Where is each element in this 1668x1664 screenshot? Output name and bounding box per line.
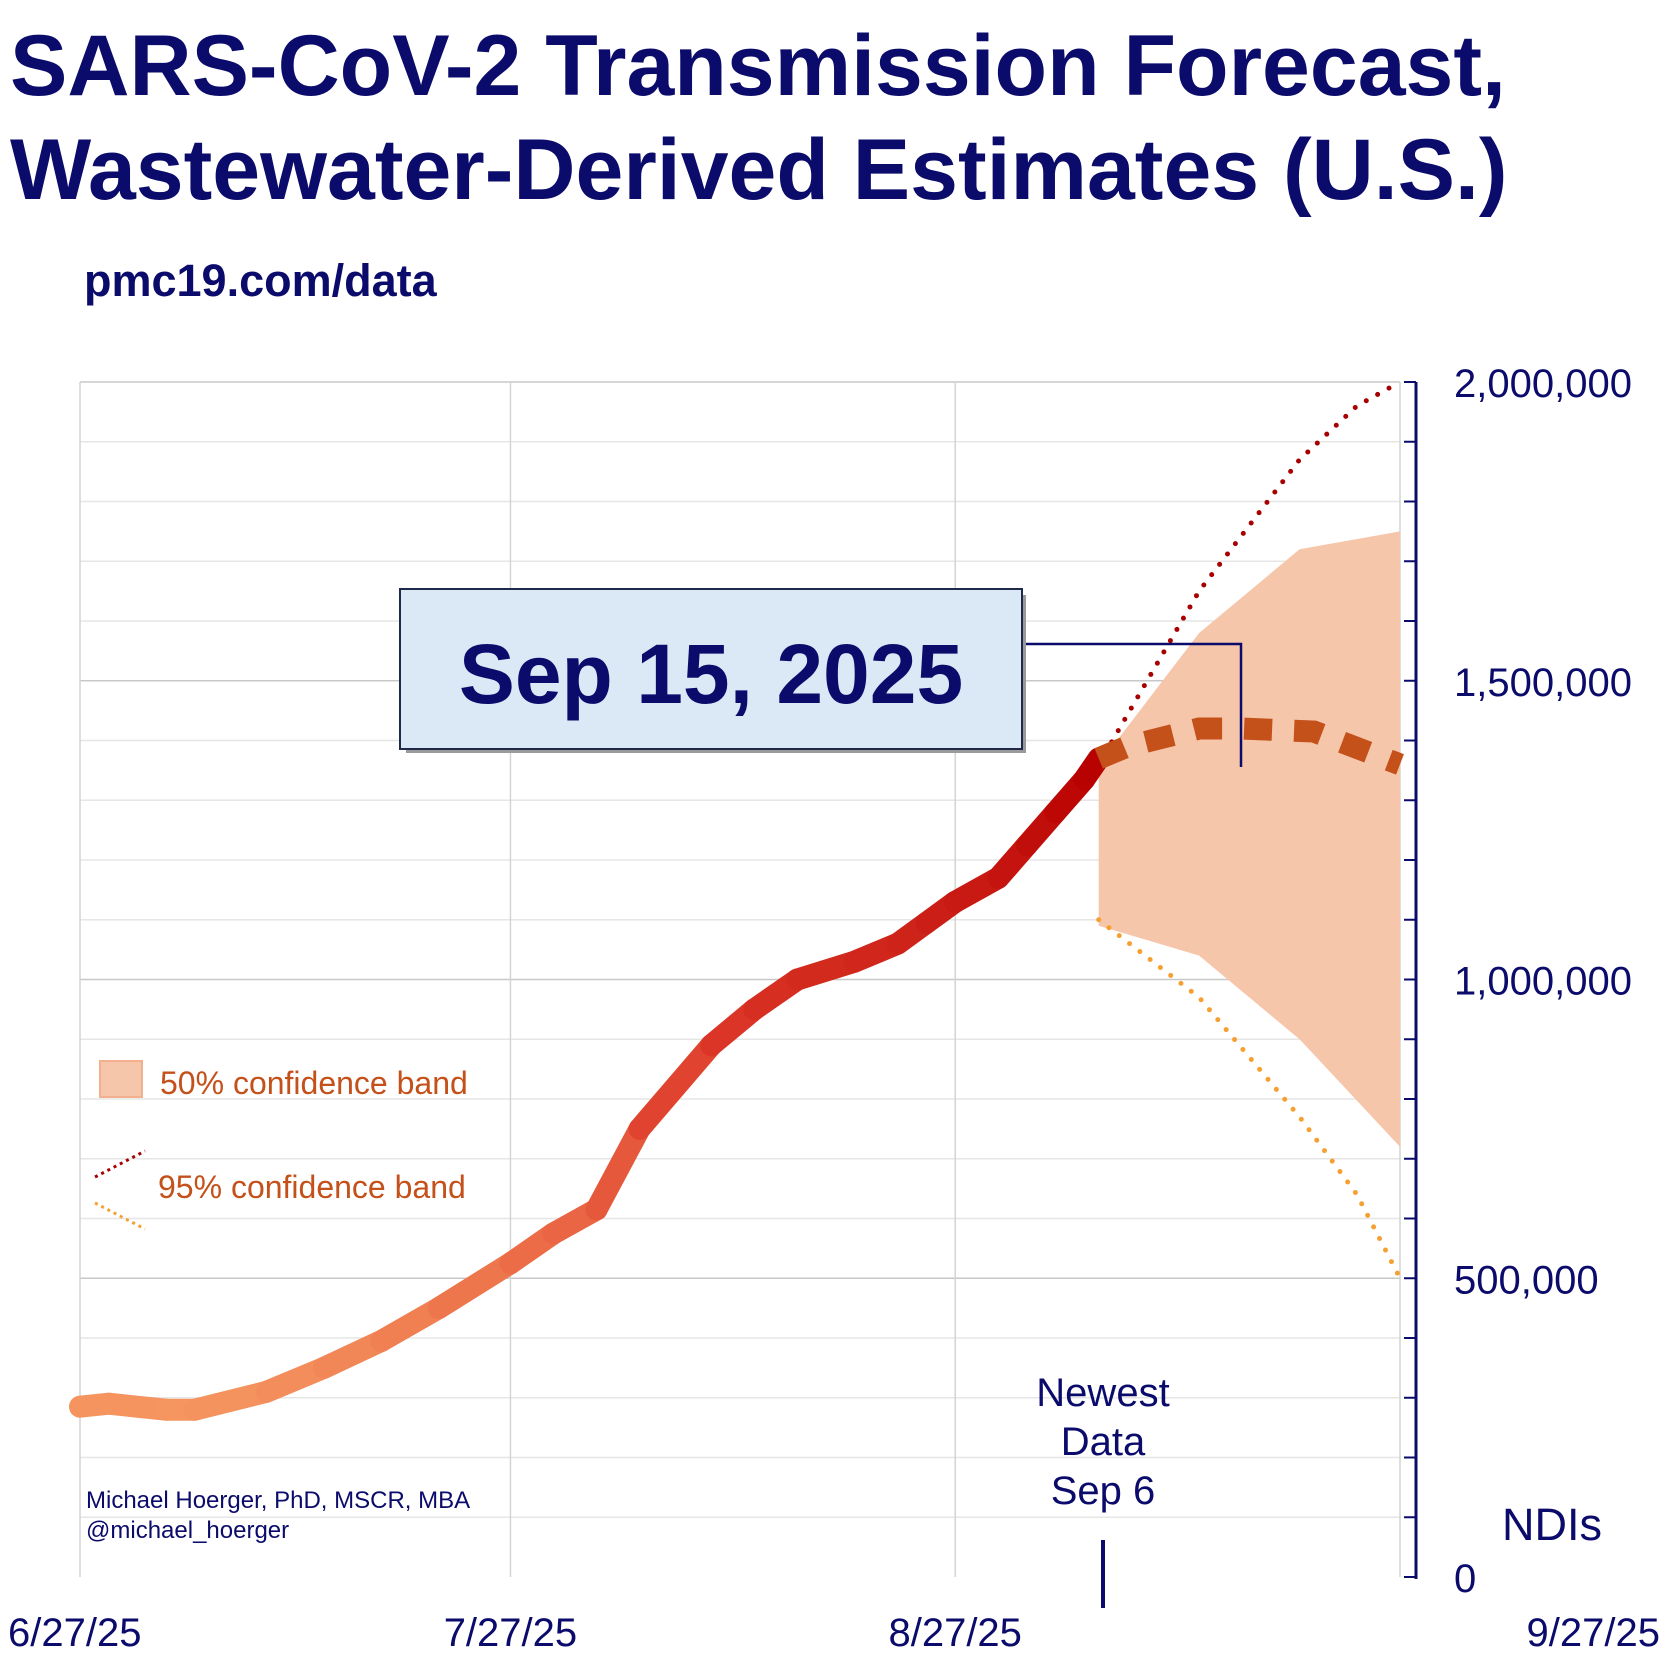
x-axis: 6/27/25 7/27/25 8/27/25 9/27/25 — [8, 1611, 1660, 1655]
legend: 50% confidence band 95% confidence band — [94, 1060, 468, 1231]
newest-data-text: Sep 6 — [1051, 1469, 1156, 1513]
newest-data-annotation: Newest Data Sep 6 — [1036, 1371, 1170, 1608]
chart-title: SARS-CoV-2 Transmission Forecast, Wastew… — [10, 14, 1660, 222]
observed-segment — [628, 1034, 723, 1140]
legend-swatch-95-lower — [94, 1201, 146, 1231]
legend-label-95: 95% confidence band — [158, 1169, 466, 1205]
x-tick-label: 7/27/25 — [444, 1611, 577, 1655]
author-credit: Michael Hoerger, PhD, MSCR, MBA @michael_… — [86, 1487, 470, 1544]
observed-segment — [427, 1252, 522, 1320]
observed-segment — [1073, 747, 1110, 791]
callout-leader — [1023, 642, 1243, 767]
author-credit-line: Michael Hoerger, PhD, MSCR, MBA — [86, 1487, 470, 1514]
y-tick-label: 1,500,000 — [1454, 661, 1632, 705]
observed-segment — [183, 1380, 278, 1421]
observed-series — [69, 747, 1110, 1421]
newest-data-text: Newest — [1036, 1371, 1169, 1415]
y-tick-label: 1,000,000 — [1454, 960, 1632, 1004]
title-line-2: Wastewater-Derived Estimates (U.S.) — [10, 122, 1508, 218]
y-tick-label: 2,000,000 — [1454, 362, 1632, 406]
callout-box — [399, 588, 1023, 750]
y-axis: 0 500,000 1,000,000 1,500,000 2,000,000 NDIs — [1404, 362, 1632, 1601]
callout-text: Sep 15, 2025 — [459, 627, 963, 721]
observed-segment — [585, 1117, 651, 1221]
legend-label-50: 50% confidence band — [160, 1065, 468, 1101]
observed-segment — [370, 1297, 450, 1352]
y-axis-label: NDIs — [1502, 1499, 1602, 1550]
newest-data-text: Data — [1061, 1420, 1146, 1464]
legend-swatch-95-upper — [94, 1149, 146, 1179]
title-line-1: SARS-CoV-2 Transmission Forecast, — [10, 18, 1506, 114]
x-tick-label: 9/27/25 — [1527, 1611, 1660, 1655]
author-credit-line: @michael_hoerger — [86, 1517, 289, 1544]
y-tick-label: 0 — [1454, 1557, 1476, 1601]
forecast-series — [1094, 717, 1404, 775]
source-link[interactable]: pmc19.com/data — [84, 255, 437, 306]
x-tick-label: 6/27/25 — [8, 1611, 141, 1655]
legend-swatch-50 — [99, 1060, 143, 1098]
date-callout: Sep 15, 2025 — [399, 588, 1243, 767]
confidence-band-95-upper — [1096, 379, 1403, 767]
y-tick-label: 500,000 — [1454, 1258, 1599, 1302]
x-tick-label: 8/27/25 — [888, 1611, 1021, 1655]
confidence-band-50 — [1098, 531, 1400, 1147]
